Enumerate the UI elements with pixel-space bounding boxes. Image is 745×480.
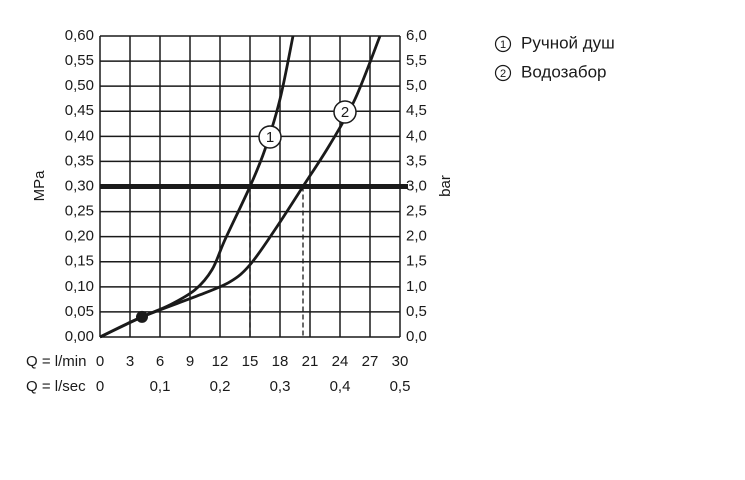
y2-tick-label: 0,5 [406, 303, 427, 320]
y2-tick-label: 2,0 [406, 228, 427, 245]
y-tick-label: 0,35 [65, 152, 94, 169]
legend-number: 2 [500, 68, 506, 80]
x2-tick-label: 0,1 [150, 378, 171, 395]
curve-label: 2 [341, 104, 349, 121]
legend-label: Водозабор [521, 62, 607, 81]
y-tick-label: 0,10 [65, 278, 94, 295]
y2-tick-label: 1,0 [406, 278, 427, 295]
y2-tick-label: 4,0 [406, 127, 427, 144]
y2-tick-label: 2,5 [406, 203, 427, 220]
y-tick-label: 0,30 [65, 177, 94, 194]
y2-tick-label: 5,5 [406, 52, 427, 69]
x-tick-label: 18 [272, 353, 289, 370]
y2-axis-label: bar [437, 175, 454, 197]
y-tick-label: 0,55 [65, 52, 94, 69]
x-tick-label: 15 [242, 353, 259, 370]
y-tick-label: 0,40 [65, 127, 94, 144]
x2-tick-label: 0,4 [330, 378, 351, 395]
x-tick-label: 6 [156, 353, 164, 370]
y-axis-label: MPa [31, 170, 48, 202]
y-tick-label: 0,05 [65, 303, 94, 320]
x-tick-label: 30 [392, 353, 409, 370]
y-tick-label: 0,50 [65, 77, 94, 94]
y2-tick-label: 3,5 [406, 152, 427, 169]
x2-tick-label: 0,3 [270, 378, 291, 395]
x2-tick-label: 0 [96, 378, 104, 395]
x-tick-label: 21 [302, 353, 319, 370]
point [136, 310, 148, 323]
legend-circle [494, 64, 512, 82]
x2-tick-label: 0,5 [390, 378, 411, 395]
curve-label: 1 [266, 129, 274, 146]
x2-tick-label: 0,2 [210, 378, 231, 395]
x-tick-label: 3 [126, 353, 134, 370]
legend-number: 1 [500, 39, 506, 51]
x-tick-label: 27 [362, 353, 379, 370]
x-axis-label: Q = l/min [26, 353, 86, 370]
y2-tick-label: 4,5 [406, 102, 427, 119]
x-tick-label: 0 [96, 353, 104, 370]
x2-axis-label: Q = l/sec [26, 378, 86, 395]
curve-label-circle [258, 125, 282, 149]
y-tick-label: 0,15 [65, 253, 94, 270]
y2-tick-label: 3,0 [406, 177, 427, 194]
x-tick-label: 12 [212, 353, 229, 370]
y2-tick-label: 0,0 [406, 328, 427, 345]
y-tick-label: 0,60 [65, 27, 94, 44]
y-tick-label: 0,45 [65, 102, 94, 119]
legend-circle [494, 35, 512, 53]
y-tick-label: 0,25 [65, 203, 94, 220]
y2-tick-label: 6,0 [406, 27, 427, 44]
y-tick-label: 0,20 [65, 228, 94, 245]
y2-tick-label: 5,0 [406, 77, 427, 94]
legend-label: Ручной душ [521, 33, 615, 52]
y2-tick-label: 1,5 [406, 253, 427, 270]
x-tick-label: 9 [186, 353, 194, 370]
x-tick-label: 24 [332, 353, 349, 370]
curve-label-circle [333, 100, 357, 124]
y-tick-label: 0,00 [65, 328, 94, 345]
